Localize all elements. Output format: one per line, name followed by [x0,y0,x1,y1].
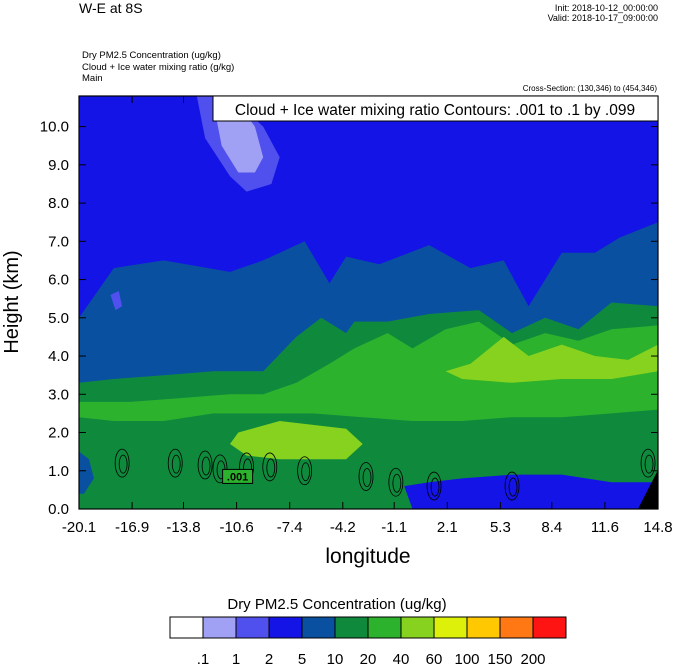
cloud-contour [426,471,442,501]
cloud-contour [118,454,128,474]
valid-time: Valid: 2018-10-17_09:00:00 [547,13,658,23]
colorbar-swatch [169,616,204,639]
cloud-contour [508,477,518,497]
contour-info-box: Cloud + Ice water mixing ratio Contours:… [212,95,659,122]
x-tick-label: 8.4 [541,519,562,536]
colorbar-level-label: .1 [197,651,210,667]
colorbar-swatch [301,616,336,639]
cross-section-info: Cross-Section: (130,346) to (454,346) [522,84,657,93]
colorbar-level-label: 1 [232,651,240,667]
contour-region-2-5 [110,291,123,311]
y-tick-label: 8.0 [48,195,69,212]
y-tick-label: 3.0 [48,386,69,403]
y-tick-label: 0.0 [48,501,69,518]
contour-label-box [222,468,254,484]
x-tick-label: -16.9 [115,519,149,536]
cloud-contour [504,471,520,501]
colorbar-level-label: 150 [487,651,512,667]
cloud-contour [358,462,374,491]
colorbar-swatch [532,616,567,639]
x-tick-label: -7.4 [277,519,303,536]
figure-title: W-E at 8S [79,0,143,16]
x-tick-label: -10.6 [220,519,254,536]
cloud-contour [114,448,130,478]
colorbar-level-label: 2 [265,651,273,667]
cloud-contour [266,458,276,478]
cloud-contour [262,452,278,482]
y-axis-title: Height (km) [1,250,23,353]
colorbar-swatch [400,616,435,639]
cloud-contour [301,462,311,482]
contour-region-10-20 [79,451,94,494]
cloud-contour [640,448,656,478]
colorbar-swatch [433,616,468,639]
y-tick-label: 7.0 [48,233,69,250]
colorbar-level-label: 20 [360,651,377,667]
init-time: Init: 2018-10-12_00:00:00 [554,3,658,13]
x-tick-label: -4.2 [330,519,356,536]
cloud-contour [212,454,228,484]
y-tick-label: 6.0 [48,272,69,289]
x-tick-label: -20.1 [62,519,96,536]
x-axis-title: longitude [325,545,410,568]
colorbar-level-label: 60 [426,651,443,667]
y-tick-label: 1.0 [48,463,69,480]
cloud-contour [362,468,372,487]
cloud-contour [388,467,404,497]
domain-name: Main [82,73,103,84]
cloud-contour [644,454,654,474]
colorbar-level-label: 5 [298,651,306,667]
contour-region-5-10 [404,474,658,509]
colorbar-swatch [235,616,270,639]
cloud-contour [392,473,402,493]
cloud-contour [167,448,183,478]
field-name-pm25: Dry PM2.5 Concentration (ug/kg) [82,50,221,61]
field-name-cloud: Cloud + Ice water mixing ratio (g/kg) [82,62,235,73]
colorbar-swatch [367,616,402,639]
colorbar [169,616,567,639]
colorbar-swatch [466,616,501,639]
colorbar-level-label: 40 [393,651,410,667]
colorbar-level-label: 100 [454,651,479,667]
x-tick-label: 11.6 [591,519,619,536]
contour-info-text: Cloud + Ice water mixing ratio Contours:… [235,102,635,119]
y-tick-label: 4.0 [48,348,69,365]
x-tick-label: 14.8 [643,519,672,536]
contour-label: .001 [227,471,248,483]
terrain-mask [638,470,658,509]
colorbar-level-label: 10 [327,651,344,667]
x-tick-label: 2.1 [437,519,458,536]
colorbar-swatch [334,616,369,639]
cloud-contour [197,450,213,480]
contour-region-60-100 [230,421,363,460]
x-tick-label: -1.1 [381,519,407,536]
colorbar-swatch [268,616,303,639]
y-tick-label: 10.0 [40,119,69,136]
colorbar-level-label: 200 [520,651,545,667]
cloud-contour [201,456,211,476]
colorbar-title: Dry PM2.5 Concentration (ug/kg) [227,596,447,613]
cloud-contour [297,456,313,486]
cloud-contour [171,454,181,474]
y-tick-label: 2.0 [48,425,69,442]
y-tick-label: 9.0 [48,157,69,174]
colorbar-swatch [499,616,534,639]
x-tick-label: -13.8 [166,519,200,536]
contour-region-60-100 [445,336,658,383]
colorbar-swatch [202,616,237,639]
cloud-contour [430,477,440,497]
x-tick-label: 5.3 [490,519,511,536]
y-tick-label: 5.0 [48,310,69,327]
